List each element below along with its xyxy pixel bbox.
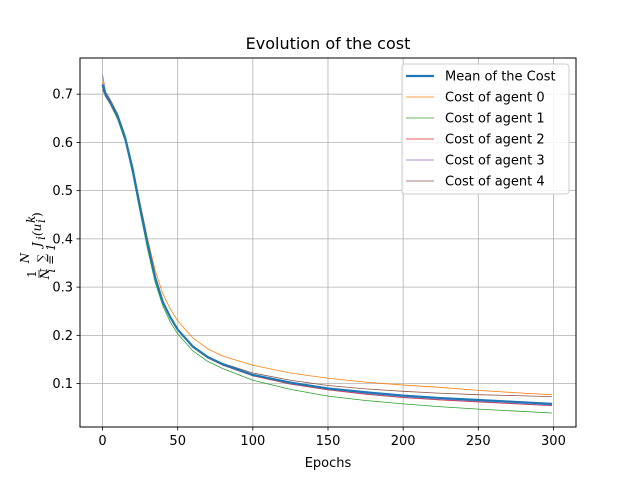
- y-tick-label: 0.1: [52, 377, 73, 392]
- legend-label: Cost of agent 1: [445, 112, 545, 127]
- y-axis-title: 1 N N ∑ i = 1 J i (u i k ): [18, 212, 58, 280]
- x-tick-label: 0: [98, 434, 106, 449]
- chart-title: Evolution of the cost: [246, 34, 411, 53]
- legend-items: Mean of the Cost Cost of agent 0 Cost of a…: [406, 70, 556, 190]
- legend-label: Cost of agent 0: [445, 91, 545, 106]
- legend: Mean of the Cost Cost of agent 0 Cost of a…: [401, 63, 570, 195]
- legend-label: Cost of agent 2: [445, 133, 545, 148]
- ylabel-term-sub: i: [34, 236, 48, 240]
- ylabel-sum-symbol: ∑: [35, 253, 49, 262]
- ylabel-arg-sub: i: [34, 219, 48, 223]
- ylabel-frac-num: 1: [25, 270, 39, 278]
- y-tick-label: 0.7: [52, 88, 73, 103]
- legend-label: Mean of the Cost: [445, 70, 556, 85]
- ylabel-arg-close: ): [30, 212, 44, 217]
- ylabel-arg-sup: k: [24, 216, 38, 223]
- x-tick-label: 250: [466, 434, 491, 449]
- y-tick-label: 0.2: [52, 329, 73, 344]
- x-tick-label: 300: [541, 434, 566, 449]
- y-tick-label: 0.5: [52, 184, 73, 199]
- x-tick-label: 100: [240, 434, 265, 449]
- ylabel-frac-den: N: [38, 268, 52, 280]
- y-tick-label: 0.6: [52, 136, 73, 151]
- legend-label: Cost of agent 3: [445, 154, 545, 169]
- x-axis-ticks: 0 50 100 150 200 250 300: [98, 427, 566, 449]
- grid: [80, 58, 576, 427]
- x-tick-label: 150: [316, 434, 341, 449]
- series-line: [101, 84, 553, 405]
- x-tick-label: 50: [169, 434, 186, 449]
- ylabel-sum-bottom: i = 1: [44, 243, 58, 272]
- legend-box: [401, 63, 570, 195]
- y-axis-ticks: 0.1 0.2 0.3 0.4 0.5 0.6 0.7: [52, 88, 80, 392]
- series-line: [102, 86, 552, 414]
- legend-label: Cost of agent 4: [445, 175, 545, 190]
- ylabel-term: J: [30, 241, 44, 250]
- y-tick-label: 0.4: [52, 232, 73, 247]
- series-lines: [101, 74, 553, 414]
- ylabel-arg: (u: [30, 224, 44, 236]
- x-axis-title: Epochs: [305, 456, 352, 471]
- ylabel-sum-top: N: [18, 252, 32, 264]
- y-tick-label: 0.3: [52, 281, 73, 296]
- x-tick-label: 200: [391, 434, 416, 449]
